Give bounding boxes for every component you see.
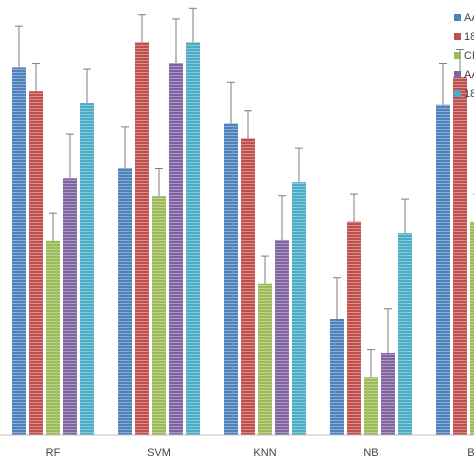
bar-texture [135,42,149,436]
bar-texture [224,123,238,435]
legend-swatch [454,52,461,59]
bar-texture [347,221,361,435]
legend-swatch [454,90,461,97]
plot-area [12,7,474,436]
legend: AA 18 CK AA 18 [454,12,474,100]
bar-texture [453,77,467,436]
bar-texture [29,91,43,436]
legend-label: 18 [464,31,474,43]
bar-texture [436,104,450,436]
bar-texture [46,240,60,435]
bar-texture [470,221,474,435]
x-tick-label: Bag [467,447,474,459]
legend-label: 18 [464,88,474,100]
x-tick-labels: RF SVM KNN NB Bag [46,447,474,459]
x-tick-label: KNN [253,447,276,459]
legend-label: CK [464,50,474,62]
bar-texture [364,377,378,435]
legend-label: AA [464,69,474,81]
bar-texture [330,318,344,435]
x-tick-label: SVM [147,447,171,459]
bar-texture [292,182,306,435]
bar-texture [381,352,395,435]
bar-texture [398,233,412,435]
bar-texture [80,103,94,435]
bar-texture [169,63,183,435]
legend-swatch [454,71,461,78]
x-tick-label: NB [363,447,378,459]
bar-texture [258,283,272,435]
bar-texture [63,178,77,436]
legend-label: AA [464,12,474,24]
x-tick-label: RF [46,447,61,459]
legend-swatch [454,33,461,40]
bar-texture [241,138,255,435]
legend-swatch [454,14,461,21]
bar-texture [152,196,166,435]
bar-texture [186,42,200,436]
bar-texture [118,168,132,435]
bar-texture [12,67,26,435]
bar-texture [275,239,289,435]
